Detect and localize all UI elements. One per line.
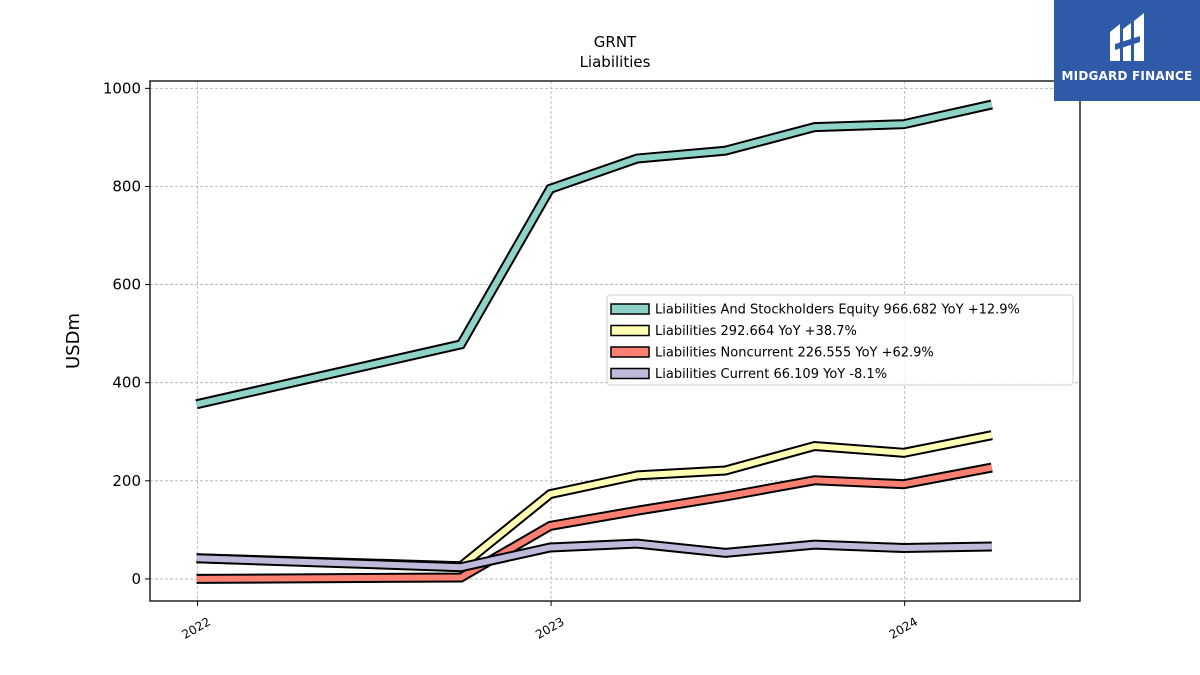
chart-title: GRNT [594, 33, 637, 51]
y-tick-label: 800 [112, 177, 141, 195]
chart-subtitle: Liabilities [580, 53, 651, 71]
legend-label: Liabilities Noncurrent 226.555 YoY +62.9… [655, 346, 934, 361]
series-layer [195, 99, 993, 584]
legend-box [606, 294, 1074, 386]
legend-swatch [610, 324, 650, 337]
legend-label: Liabilities 292.664 YoY +38.7% [655, 324, 857, 339]
midgard-logo-mark-icon [1110, 13, 1144, 61]
legend-swatch [610, 367, 650, 380]
legend-label: Liabilities And Stockholders Equity 966.… [655, 303, 1020, 318]
legend: Liabilities And Stockholders Equity 966.… [606, 294, 1074, 386]
series-line-0 [195, 101, 993, 408]
x-tick-label: 2023 [533, 614, 566, 641]
x-tick-label: 2024 [887, 614, 920, 641]
series-line-1 [196, 432, 993, 570]
y-tick-label: 1000 [103, 79, 141, 97]
y-axis-label: USDm [63, 313, 84, 369]
legend-swatch [610, 303, 650, 315]
midgard-finance-logo: MIDGARD FINANCE [1054, 0, 1200, 101]
x-tick-label: 2022 [180, 614, 213, 641]
y-tick-label: 0 [131, 570, 141, 588]
y-tick-label: 200 [112, 472, 141, 490]
series-line-3 [196, 540, 992, 571]
legend-label: Liabilities Current 66.109 YoY -8.1% [655, 367, 887, 382]
legend-swatch [610, 346, 650, 358]
plot-area-frame [149, 80, 1081, 602]
logo-text: MIDGARD FINANCE [1061, 69, 1193, 83]
y-tick-label: 600 [112, 276, 141, 294]
y-tick-label: 400 [112, 374, 141, 392]
